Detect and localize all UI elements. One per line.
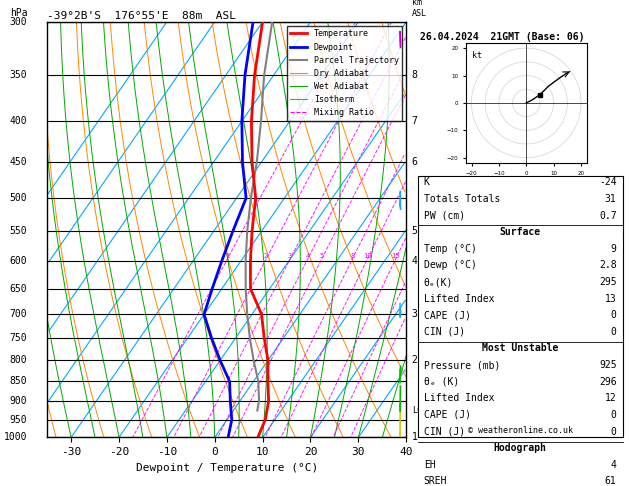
Text: hPa: hPa xyxy=(10,8,28,17)
Text: Lifted Index: Lifted Index xyxy=(424,294,494,304)
Text: © weatheronline.co.uk: © weatheronline.co.uk xyxy=(467,426,572,435)
Text: 1: 1 xyxy=(225,253,230,260)
Text: 750: 750 xyxy=(10,333,28,343)
Text: 800: 800 xyxy=(10,355,28,365)
Text: 0: 0 xyxy=(611,427,616,436)
Text: K: K xyxy=(424,177,430,187)
Text: 400: 400 xyxy=(10,116,28,126)
Text: 2: 2 xyxy=(411,355,418,365)
Text: Lifted Index: Lifted Index xyxy=(424,393,494,403)
Text: 950: 950 xyxy=(10,415,28,425)
Text: 10: 10 xyxy=(363,253,372,260)
Text: Temp (°C): Temp (°C) xyxy=(424,244,477,254)
Text: 4: 4 xyxy=(611,460,616,470)
Text: Totals Totals: Totals Totals xyxy=(424,194,500,204)
Text: 295: 295 xyxy=(599,277,616,287)
Text: 9: 9 xyxy=(611,244,616,254)
Text: 2: 2 xyxy=(264,253,268,260)
Text: 7: 7 xyxy=(411,116,418,126)
Text: 6: 6 xyxy=(411,157,418,167)
Text: 5: 5 xyxy=(411,226,418,236)
Text: 700: 700 xyxy=(10,309,28,319)
Text: Surface: Surface xyxy=(499,227,541,237)
Bar xyxy=(418,175,623,437)
Text: CAPE (J): CAPE (J) xyxy=(424,310,470,320)
Text: 5: 5 xyxy=(320,253,324,260)
Text: PW (cm): PW (cm) xyxy=(424,210,465,221)
Text: Dewp (°C): Dewp (°C) xyxy=(424,260,477,270)
Text: 296: 296 xyxy=(599,377,616,387)
Text: EH: EH xyxy=(424,460,435,470)
Text: SREH: SREH xyxy=(424,476,447,486)
Text: 0: 0 xyxy=(611,327,616,337)
Text: CIN (J): CIN (J) xyxy=(424,327,465,337)
Text: 300: 300 xyxy=(10,17,28,27)
Text: LCL: LCL xyxy=(411,406,426,415)
Text: 350: 350 xyxy=(10,70,28,80)
Text: -24: -24 xyxy=(599,177,616,187)
Text: 3: 3 xyxy=(288,253,292,260)
Text: 0.7: 0.7 xyxy=(599,210,616,221)
Text: 450: 450 xyxy=(10,157,28,167)
Text: 925: 925 xyxy=(599,360,616,370)
Text: 8: 8 xyxy=(411,70,418,80)
Text: Pressure (mb): Pressure (mb) xyxy=(424,360,500,370)
Text: 550: 550 xyxy=(10,226,28,236)
Text: 1: 1 xyxy=(411,433,418,442)
Text: 650: 650 xyxy=(10,284,28,294)
Text: 8: 8 xyxy=(350,253,354,260)
Text: Hodograph: Hodograph xyxy=(494,443,547,453)
Text: 15: 15 xyxy=(391,253,400,260)
Text: 2.8: 2.8 xyxy=(599,260,616,270)
Text: km
ASL: km ASL xyxy=(411,0,426,17)
Text: 0: 0 xyxy=(611,310,616,320)
Text: 600: 600 xyxy=(10,256,28,266)
Text: 4: 4 xyxy=(411,256,418,266)
Text: 900: 900 xyxy=(10,396,28,406)
Text: -39°2B'S  176°55'E  88m  ASL: -39°2B'S 176°55'E 88m ASL xyxy=(47,11,236,21)
Text: 3: 3 xyxy=(411,309,418,319)
Text: CAPE (J): CAPE (J) xyxy=(424,410,470,420)
Text: 1000: 1000 xyxy=(4,433,28,442)
Text: θₑ (K): θₑ (K) xyxy=(424,377,459,387)
Text: 4: 4 xyxy=(306,253,309,260)
Text: 31: 31 xyxy=(605,194,616,204)
Text: CIN (J): CIN (J) xyxy=(424,427,465,436)
Text: 61: 61 xyxy=(605,476,616,486)
Text: Most Unstable: Most Unstable xyxy=(482,344,559,353)
Text: 850: 850 xyxy=(10,376,28,386)
Text: 500: 500 xyxy=(10,193,28,203)
X-axis label: Dewpoint / Temperature (°C): Dewpoint / Temperature (°C) xyxy=(136,463,318,473)
Text: 12: 12 xyxy=(605,393,616,403)
Text: 0: 0 xyxy=(611,410,616,420)
Text: θₑ(K): θₑ(K) xyxy=(424,277,453,287)
Text: 13: 13 xyxy=(605,294,616,304)
Text: 26.04.2024  21GMT (Base: 06): 26.04.2024 21GMT (Base: 06) xyxy=(420,32,584,42)
Legend: Temperature, Dewpoint, Parcel Trajectory, Dry Adiabat, Wet Adiabat, Isotherm, Mi: Temperature, Dewpoint, Parcel Trajectory… xyxy=(287,26,402,121)
